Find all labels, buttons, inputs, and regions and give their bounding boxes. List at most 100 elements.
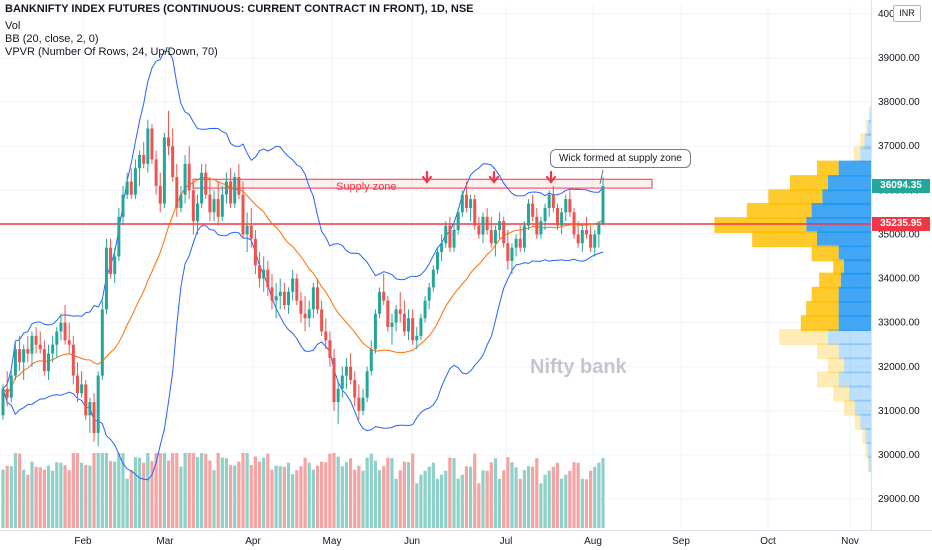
candle-body [493, 230, 497, 244]
candle-body [138, 155, 142, 169]
volume-bar [361, 470, 365, 528]
volume-bar [485, 470, 489, 528]
volume-bar [489, 462, 493, 528]
candle-body [278, 291, 282, 297]
volume-bar [125, 478, 129, 528]
candle-body [51, 344, 55, 354]
vp-down-bar [865, 442, 868, 459]
volume-bar [502, 470, 506, 528]
volume-bar [460, 474, 464, 528]
vol-indicator-label[interactable]: Vol [5, 20, 21, 32]
vp-up-bar [854, 399, 871, 416]
price-tick-label: 37000.00 [878, 141, 920, 152]
currency-badge[interactable]: INR [893, 5, 921, 22]
chart-title: BANKNIFTY INDEX FUTURES (CONTINUOUS: CUR… [5, 3, 474, 15]
candle-body [402, 313, 406, 332]
candle-body [220, 194, 224, 217]
candle-body [117, 216, 121, 257]
time-axis[interactable]: Feb Mar Apr May Jun Jul Aug Sep Oct Nov [74, 536, 859, 547]
candle-body [249, 225, 253, 239]
time-tick-label: Feb [74, 536, 92, 547]
volume-bar [411, 453, 415, 528]
candle-body [266, 269, 270, 288]
vpvr-indicator-label[interactable]: VPVR (Number Of Rows, 24, Up/Down, 70) [5, 46, 218, 58]
volume-bar [67, 470, 71, 528]
vp-up-bar [817, 231, 871, 248]
volume-bar [183, 453, 187, 528]
volume-bar [440, 474, 444, 528]
vp-up-bar [838, 160, 871, 177]
volume-bar [427, 466, 431, 528]
vp-down-bar [768, 189, 823, 206]
volume-bar [216, 453, 220, 528]
bb-indicator-label[interactable]: BB (20, close, 2, 0) [5, 33, 99, 45]
volume-bar [497, 478, 502, 528]
volume-bar [560, 478, 564, 528]
vp-up-bar [867, 442, 871, 459]
candle-body [514, 238, 518, 248]
candle-body [233, 177, 237, 204]
vp-up-bar [811, 202, 871, 219]
candle-body [100, 309, 104, 376]
price-tick-label: 29000.00 [878, 494, 920, 505]
vp-up-bar [840, 272, 871, 289]
volume-bar [531, 466, 535, 528]
bb-lower-band [2, 225, 604, 481]
candle-body [547, 194, 551, 208]
candle-body [601, 186, 605, 224]
candle-body [26, 349, 30, 354]
vp-down-bar [853, 146, 861, 163]
supply-zone-label: Supply zone [336, 181, 397, 193]
volume-bar [452, 458, 456, 528]
vp-down-bar [714, 217, 807, 234]
volume-bar [353, 469, 357, 528]
time-tick-label: May [323, 536, 342, 547]
candle-body [47, 353, 51, 372]
volume-bar [580, 478, 584, 528]
callout-note[interactable]: Wick formed at supply zone [550, 149, 691, 168]
volume-bar [419, 474, 423, 528]
candle-body [473, 199, 477, 226]
candle-body [349, 366, 353, 380]
volume-bar [344, 462, 349, 528]
volume-bar [278, 466, 282, 528]
price-tick-label: 35000.00 [878, 229, 920, 240]
volume-bar [249, 465, 253, 528]
volume-bar [402, 461, 406, 528]
volume-bar [286, 462, 291, 528]
time-tick-label: Aug [584, 536, 602, 547]
candle-body [183, 163, 187, 195]
candle-body [121, 194, 125, 217]
candle-body [195, 203, 199, 222]
candle-body [129, 181, 133, 195]
volume-bar [295, 470, 299, 528]
vp-up-bar [868, 456, 871, 473]
candle-body [146, 128, 150, 164]
volume-profile [714, 106, 871, 473]
candle-body [71, 344, 75, 376]
candle-body [477, 225, 481, 235]
volume-bar [320, 461, 324, 528]
volume-bar [84, 465, 88, 528]
volume-bar [195, 457, 200, 528]
candle-body [440, 243, 444, 253]
candle-body [398, 309, 402, 314]
last-price-tag: 36094.35 [872, 179, 930, 194]
volume-bar [266, 453, 270, 528]
vp-down-bar [779, 329, 828, 346]
volume-bar [564, 474, 568, 528]
volume-bar [146, 453, 150, 528]
candle-body [212, 199, 216, 213]
volume-bar [481, 470, 485, 528]
volume-bar [158, 453, 162, 528]
down-arrow-icon [545, 170, 557, 184]
candle-body [187, 163, 191, 191]
volume-bar [551, 466, 555, 528]
candle-body [522, 225, 526, 248]
vp-down-bar [811, 286, 839, 303]
candle-body [67, 340, 71, 345]
candle-body [154, 159, 158, 186]
candle-body [55, 331, 59, 345]
volume-bar [506, 457, 510, 528]
